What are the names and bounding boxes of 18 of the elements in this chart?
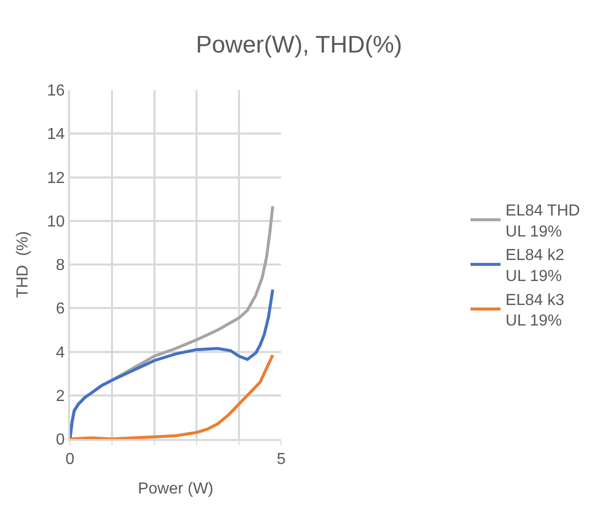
- x-tick-label: 5: [276, 451, 286, 468]
- x-axis-title: Power (W): [138, 480, 214, 498]
- y-tick-label: 10: [47, 213, 65, 230]
- y-tick-label: 2: [56, 388, 65, 405]
- y-tick-label: 12: [47, 170, 65, 187]
- chart-title: Power(W), THD(%): [196, 31, 402, 58]
- legend-label: EL84 k3 UL 19%: [506, 292, 564, 330]
- legend-label: EL84 k2 UL 19%: [506, 247, 564, 286]
- y-tick-label: 6: [56, 300, 65, 318]
- line-series: [70, 354, 274, 439]
- legend-label: EL84 THD UL 19%: [506, 202, 580, 240]
- y-tick-label: 14: [47, 126, 65, 144]
- y-tick-label: 8: [56, 257, 65, 274]
- y-tick-label: 0: [56, 432, 65, 449]
- y-tick-label: 16: [47, 82, 65, 100]
- line-series: [70, 288, 274, 439]
- y-tick-label: 4: [56, 344, 65, 362]
- y-axis-title: THD (%): [14, 231, 32, 298]
